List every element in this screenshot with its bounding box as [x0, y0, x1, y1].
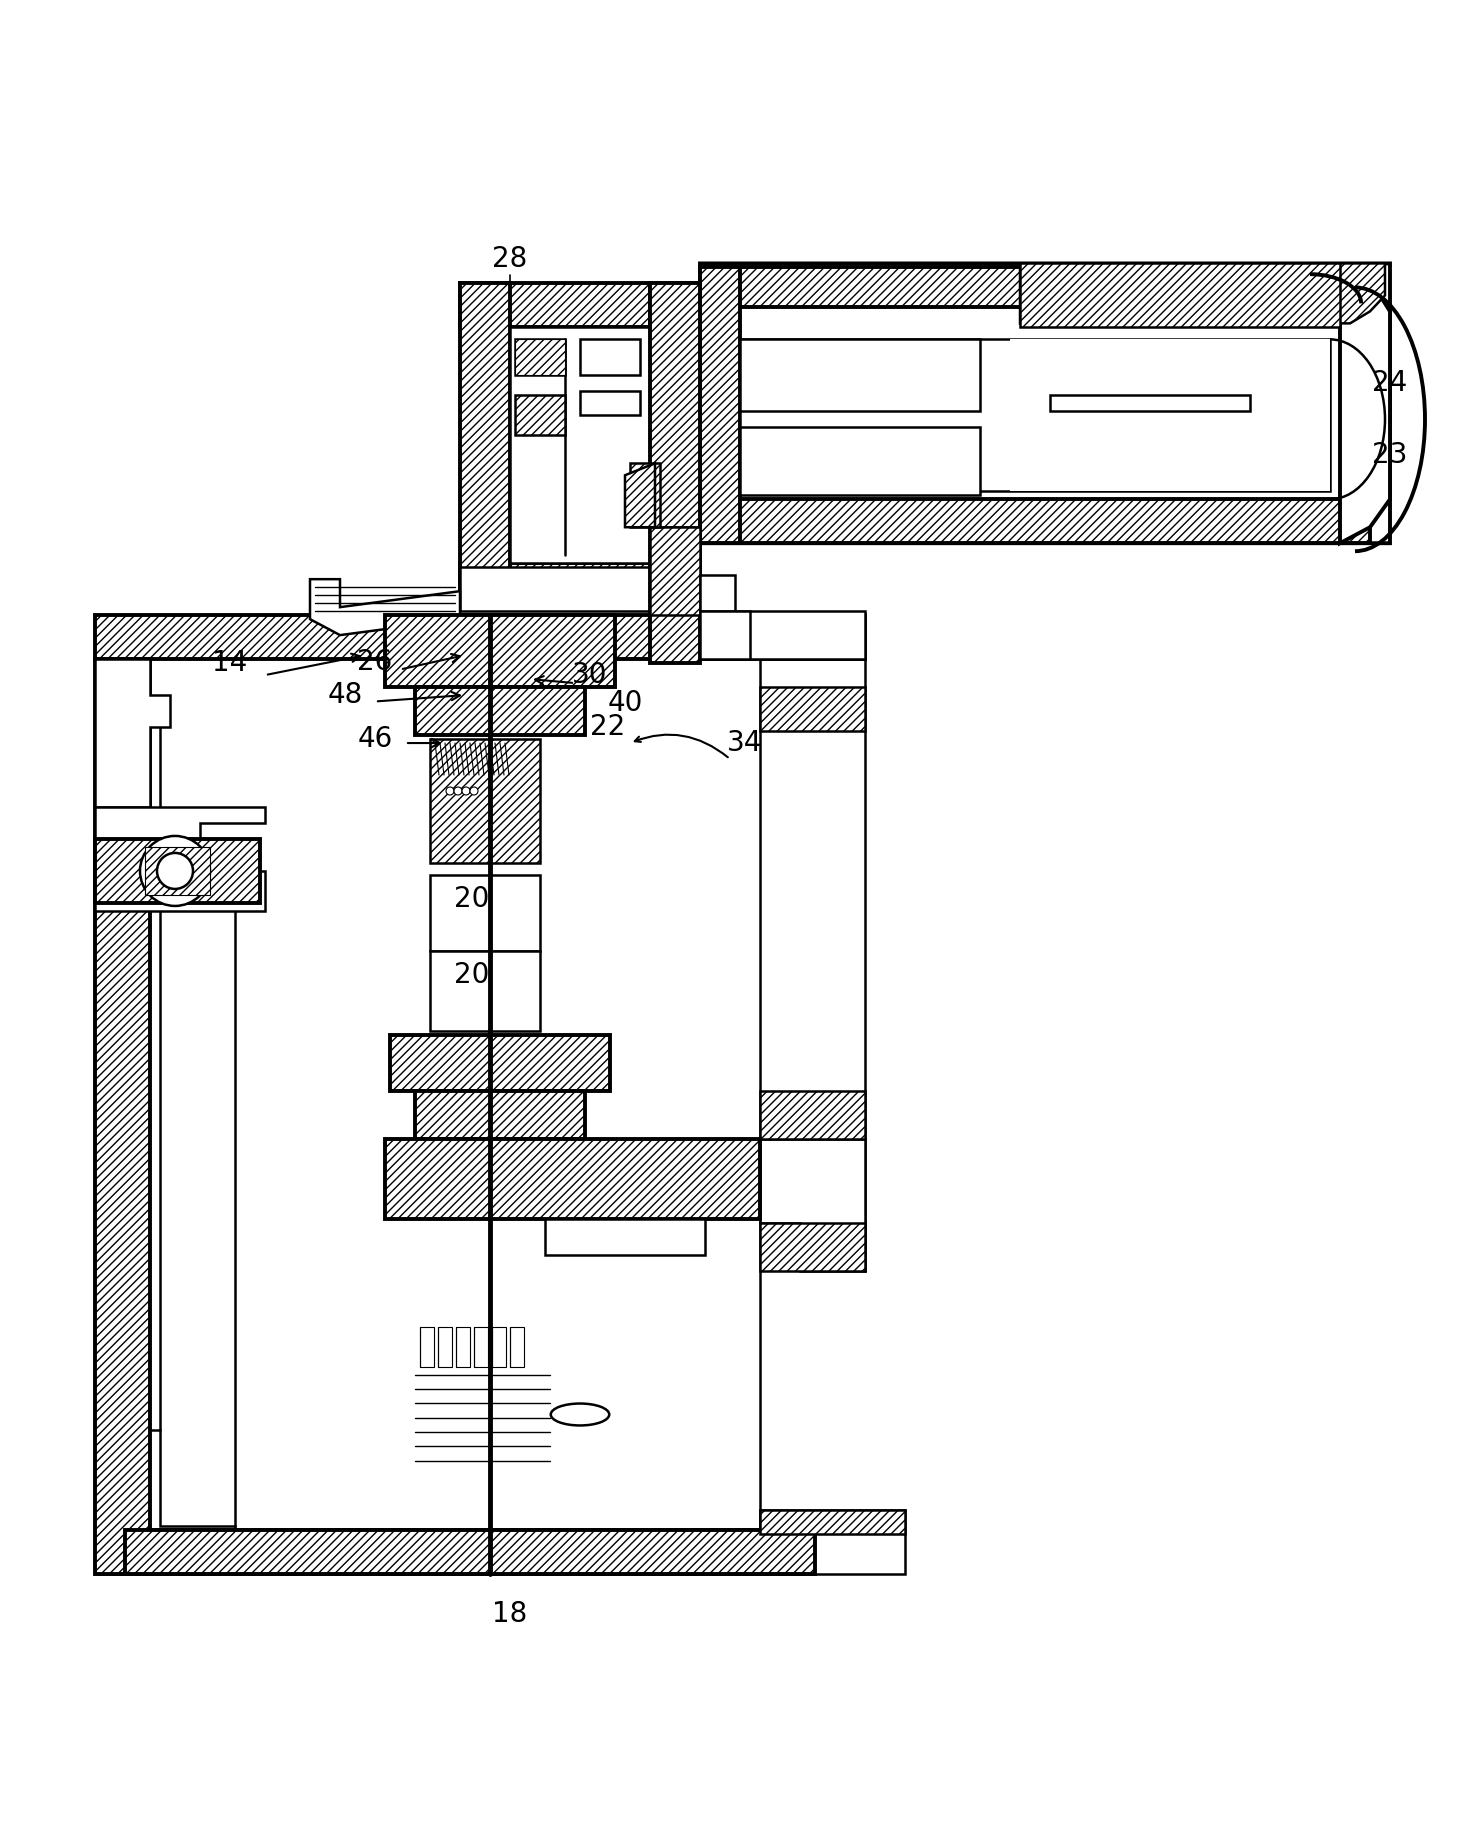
Circle shape [446, 786, 455, 796]
Bar [415, 1090, 585, 1139]
Ellipse shape [551, 1403, 610, 1425]
Bar [461, 563, 700, 607]
Bar [760, 688, 866, 732]
Circle shape [140, 836, 211, 905]
Bar [515, 395, 564, 435]
Circle shape [455, 786, 462, 796]
Polygon shape [310, 580, 461, 635]
FancyBboxPatch shape [700, 263, 1390, 543]
Text: 22: 22 [591, 713, 626, 741]
Bar [124, 1531, 814, 1575]
Text: 20: 20 [455, 960, 490, 989]
Text: 20: 20 [455, 885, 490, 913]
Bar [510, 327, 651, 563]
Bar [95, 615, 866, 658]
Bar [430, 739, 539, 863]
Bar [740, 428, 980, 496]
Bar [760, 1511, 905, 1535]
Bar [1010, 340, 1330, 492]
Bar [145, 847, 211, 894]
Bar [760, 1090, 866, 1139]
Bar [740, 340, 980, 412]
Polygon shape [624, 463, 655, 527]
Circle shape [469, 786, 478, 796]
Text: 23: 23 [1373, 441, 1408, 470]
Bar [95, 658, 151, 1575]
Text: 34: 34 [727, 730, 763, 757]
Bar [420, 1326, 434, 1366]
Bar [95, 840, 260, 904]
Text: 28: 28 [493, 245, 528, 274]
Polygon shape [95, 807, 265, 911]
Bar [461, 567, 700, 611]
Bar [515, 340, 564, 375]
Polygon shape [700, 267, 1390, 543]
Bar [545, 1218, 705, 1255]
Bar [630, 463, 659, 527]
Bar [651, 527, 700, 615]
Bar [700, 499, 1370, 543]
Bar [740, 340, 1330, 492]
Bar [580, 340, 640, 375]
Bar [1310, 276, 1366, 311]
Text: 48: 48 [327, 680, 363, 710]
Text: 40: 40 [607, 690, 643, 717]
Bar [124, 1531, 814, 1575]
Text: 18: 18 [493, 1600, 528, 1628]
Circle shape [156, 852, 193, 889]
Bar [1020, 263, 1341, 327]
Bar [385, 615, 616, 688]
Text: 46: 46 [357, 724, 393, 754]
Bar [415, 688, 585, 735]
Bar [651, 283, 700, 607]
Bar [700, 611, 750, 658]
Polygon shape [760, 1139, 866, 1271]
Bar [1050, 395, 1250, 412]
Text: 24: 24 [1373, 369, 1408, 397]
Bar [651, 527, 700, 574]
Polygon shape [1020, 263, 1385, 324]
Bar [580, 391, 640, 415]
Bar [700, 574, 735, 611]
Bar [700, 267, 740, 543]
Bar [461, 283, 510, 607]
Bar [385, 1139, 760, 1218]
Bar [760, 1222, 866, 1271]
Polygon shape [95, 658, 170, 807]
Polygon shape [700, 611, 866, 658]
Bar [474, 1326, 488, 1366]
Bar [760, 1511, 905, 1575]
Bar [510, 1326, 523, 1366]
Bar [651, 283, 700, 664]
Circle shape [462, 786, 469, 796]
Bar [390, 1035, 610, 1090]
Text: 30: 30 [572, 660, 608, 690]
Bar [493, 1326, 506, 1366]
Text: 26: 26 [357, 647, 393, 675]
Bar [456, 1326, 469, 1366]
Bar [430, 874, 539, 951]
Polygon shape [1341, 267, 1390, 543]
Bar [461, 283, 700, 327]
Text: 14: 14 [212, 649, 247, 677]
Bar [700, 267, 1370, 307]
Bar [439, 1326, 452, 1366]
Polygon shape [95, 1430, 235, 1575]
Bar [430, 951, 539, 1032]
Bar [515, 340, 564, 375]
